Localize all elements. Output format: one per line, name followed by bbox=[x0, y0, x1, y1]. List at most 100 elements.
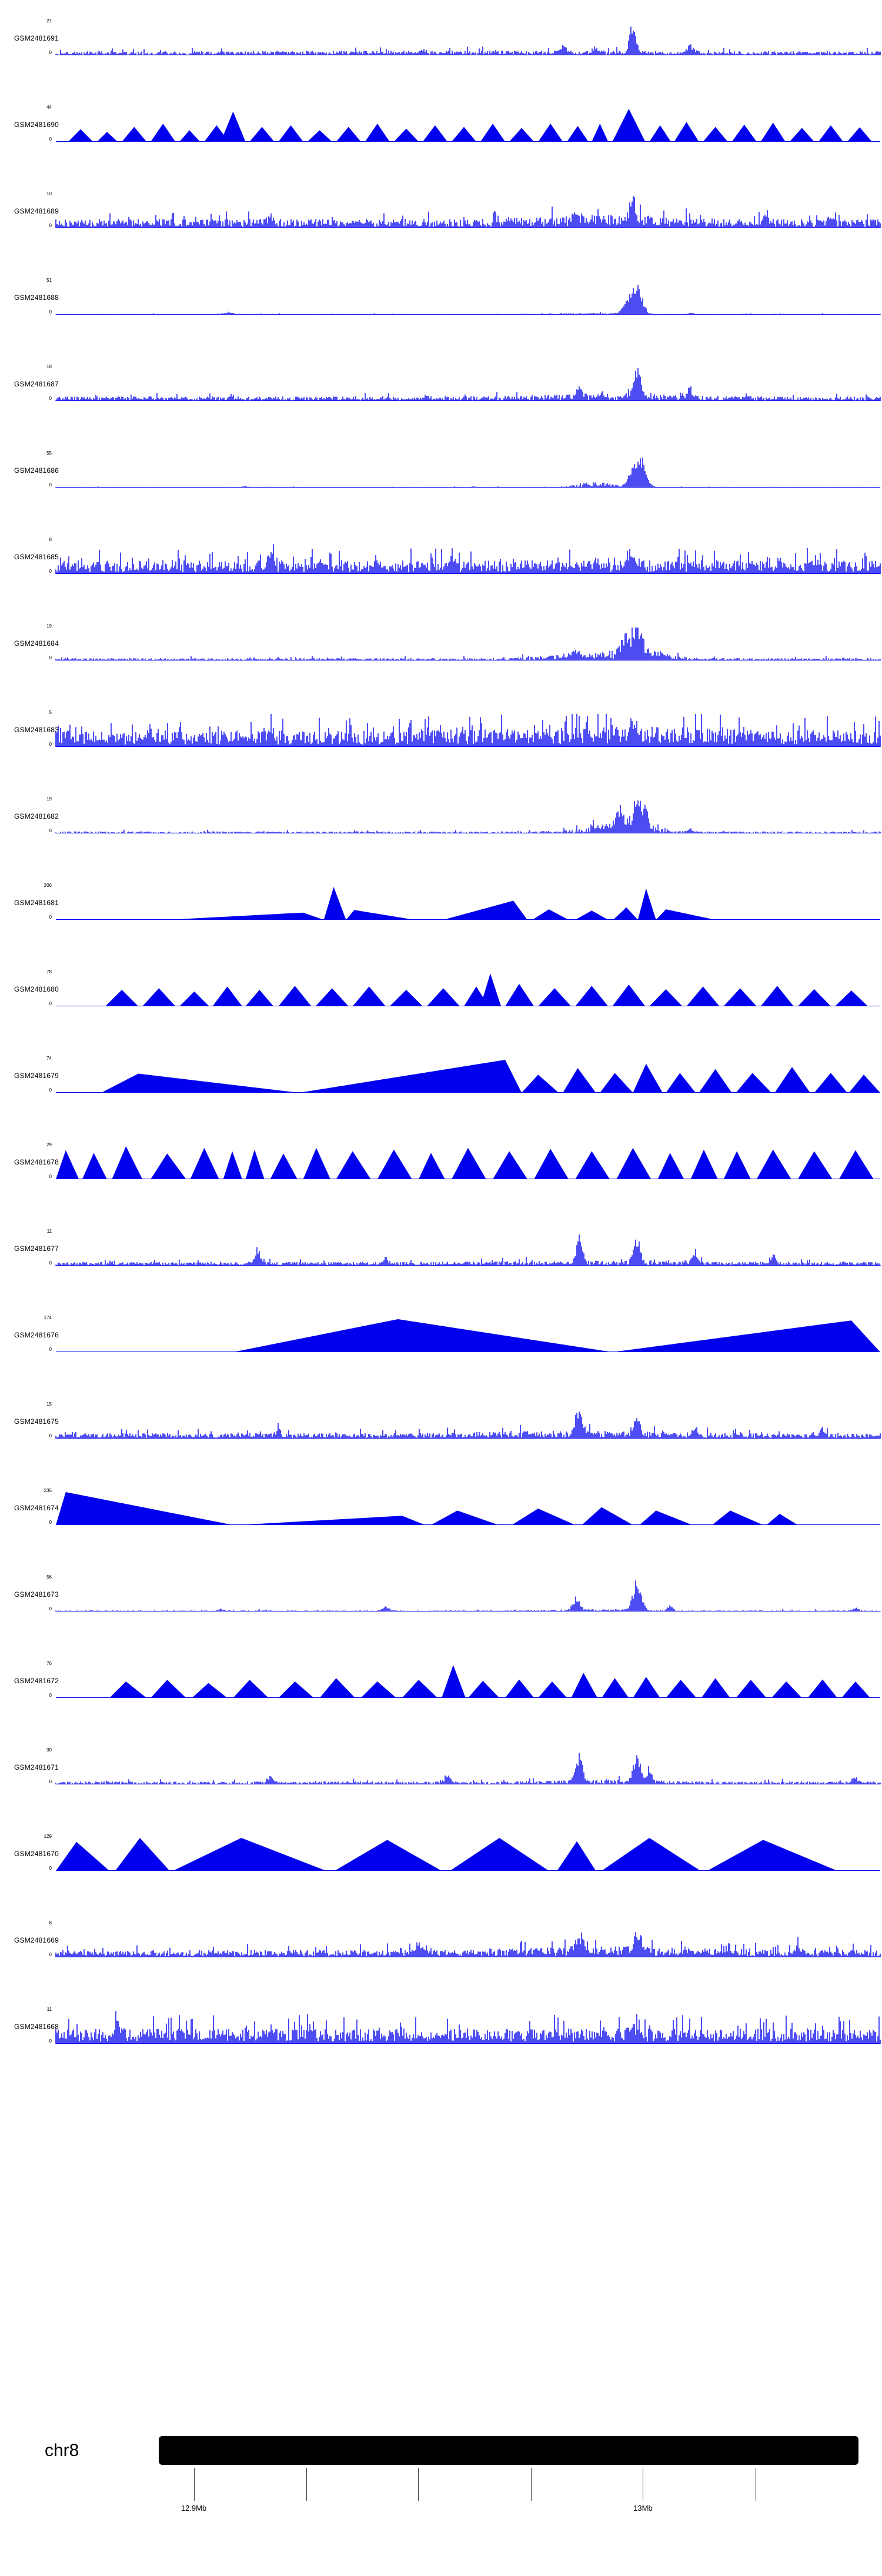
track-sample-label: GSM2481672 bbox=[14, 1677, 59, 1685]
signal-plot bbox=[55, 544, 881, 574]
y-axis-zero-label: 0 bbox=[49, 1001, 52, 1006]
axis-tick bbox=[193, 2468, 195, 2501]
signal-plot bbox=[56, 1146, 880, 1179]
axis-tick-label: 12.9Mb bbox=[181, 2504, 207, 2512]
y-axis-max-label: 8 bbox=[49, 1920, 52, 1926]
y-axis-zero-label: 0 bbox=[49, 1087, 52, 1093]
y-axis-max-label: 78 bbox=[46, 969, 52, 975]
track-row: GSM2481680 78 0 bbox=[0, 967, 882, 1054]
y-axis-max-label: 11 bbox=[46, 1229, 52, 1234]
track-row: GSM2481691 27 0 bbox=[0, 16, 882, 103]
chromosome-label: chr8 bbox=[45, 2441, 79, 2460]
signal-plot bbox=[55, 457, 881, 488]
track-row: GSM2481688 51 0 bbox=[0, 276, 882, 362]
y-axis-zero-label: 0 bbox=[49, 1260, 52, 1266]
track-row: GSM2481669 8 0 bbox=[0, 1918, 882, 2005]
y-axis-max-label: 10 bbox=[46, 191, 52, 196]
track-sample-label: GSM2481674 bbox=[14, 1504, 59, 1512]
signal-plot bbox=[55, 1412, 881, 1439]
y-axis-max-label: 19 bbox=[46, 796, 52, 802]
y-axis-max-label: 15 bbox=[46, 1402, 52, 1407]
track-row: GSM2481668 11 0 bbox=[0, 2005, 882, 2091]
y-axis-zero-label: 0 bbox=[49, 223, 52, 228]
y-axis-max-label: 235 bbox=[44, 1488, 52, 1493]
y-axis-zero-label: 0 bbox=[49, 1606, 52, 1611]
track-sample-label: GSM2481690 bbox=[14, 121, 59, 129]
y-axis-max-label: 29 bbox=[46, 1142, 52, 1147]
signal-plot bbox=[55, 628, 881, 660]
signal-plot bbox=[55, 1580, 881, 1611]
signal-plot bbox=[55, 800, 881, 833]
axis-tick-label: 13Mb bbox=[633, 2504, 653, 2512]
signal-plot bbox=[56, 1492, 880, 1525]
track-sample-label: GSM2481686 bbox=[14, 466, 59, 475]
track-sample-label: GSM2481679 bbox=[14, 1072, 59, 1080]
y-axis-zero-label: 0 bbox=[49, 1693, 52, 1698]
track-sample-label: GSM2481687 bbox=[14, 380, 59, 388]
track-row: GSM2481684 19 0 bbox=[0, 622, 882, 708]
track-sample-label: GSM2481668 bbox=[14, 2023, 59, 2031]
y-axis-zero-label: 0 bbox=[49, 655, 52, 660]
track-row: GSM2481685 8 0 bbox=[0, 535, 882, 622]
y-axis-zero-label: 0 bbox=[49, 1433, 52, 1439]
track-sample-label: GSM2481688 bbox=[14, 293, 59, 302]
signal-plot bbox=[55, 285, 881, 315]
y-axis-zero-label: 0 bbox=[49, 1174, 52, 1179]
track-row: GSM2481686 55 0 bbox=[0, 449, 882, 535]
track-row: GSM2481674 235 0 bbox=[0, 1486, 882, 1573]
track-sample-label: GSM2481671 bbox=[14, 1763, 59, 1771]
y-axis-max-label: 5 bbox=[49, 710, 52, 715]
track-sample-label: GSM2481684 bbox=[14, 639, 59, 648]
signal-plot bbox=[55, 2011, 881, 2044]
y-axis-max-label: 76 bbox=[46, 1661, 52, 1666]
y-axis-zero-label: 0 bbox=[49, 1866, 52, 1871]
y-axis-max-label: 129 bbox=[44, 1834, 52, 1839]
signal-plot bbox=[55, 1234, 881, 1266]
track-sample-label: GSM2481675 bbox=[14, 1417, 59, 1426]
y-axis-max-label: 18 bbox=[46, 364, 52, 369]
signal-plot bbox=[56, 109, 880, 142]
signal-plot bbox=[55, 196, 881, 228]
track-sample-label: GSM2481682 bbox=[14, 812, 59, 820]
track-sample-label: GSM2481691 bbox=[14, 34, 59, 42]
y-axis-zero-label: 0 bbox=[49, 482, 52, 488]
y-axis-max-label: 19 bbox=[46, 623, 52, 629]
y-axis-zero-label: 0 bbox=[49, 136, 52, 142]
genomic-axis: 12.9Mb 13Mb bbox=[159, 2465, 858, 2530]
track-sample-label: GSM2481689 bbox=[14, 207, 59, 215]
y-axis-max-label: 8 bbox=[49, 537, 52, 542]
signal-plot bbox=[55, 1932, 881, 1957]
axis-tick bbox=[306, 2468, 308, 2501]
track-row: GSM2481671 30 0 bbox=[0, 1746, 882, 1832]
y-axis-zero-label: 0 bbox=[49, 828, 52, 833]
track-sample-label: GSM2481680 bbox=[14, 985, 59, 993]
y-axis-zero-label: 0 bbox=[49, 309, 52, 315]
axis-tick bbox=[418, 2468, 419, 2501]
signal-plot bbox=[56, 1838, 880, 1871]
chromosome-ideogram bbox=[159, 2436, 858, 2465]
y-axis-max-label: 174 bbox=[44, 1315, 52, 1320]
y-axis-max-label: 206 bbox=[44, 883, 52, 888]
track-row: GSM2481677 11 0 bbox=[0, 1227, 882, 1313]
y-axis-max-label: 11 bbox=[46, 2007, 52, 2012]
track-row: GSM2481683 5 0 bbox=[0, 708, 882, 795]
signal-plot bbox=[56, 1060, 881, 1093]
signal-plot bbox=[56, 887, 880, 920]
y-axis-zero-label: 0 bbox=[49, 915, 52, 920]
y-axis-max-label: 74 bbox=[46, 1056, 52, 1061]
signal-plot bbox=[55, 1753, 881, 1784]
track-sample-label: GSM2481673 bbox=[14, 1590, 59, 1599]
y-axis-zero-label: 0 bbox=[49, 742, 52, 747]
signal-plot bbox=[56, 973, 880, 1006]
y-axis-zero-label: 0 bbox=[49, 1952, 52, 1957]
y-axis-max-label: 55 bbox=[46, 451, 52, 456]
track-row: GSM2481676 174 0 bbox=[0, 1313, 882, 1400]
signal-plot bbox=[56, 1319, 880, 1352]
track-row: GSM2481678 29 0 bbox=[0, 1140, 882, 1227]
track-row: GSM2481670 129 0 bbox=[0, 1832, 882, 1918]
track-sample-label: GSM2481683 bbox=[14, 726, 59, 734]
y-axis-zero-label: 0 bbox=[49, 50, 52, 55]
y-axis-zero-label: 0 bbox=[49, 569, 52, 574]
track-row: GSM2481679 74 0 bbox=[0, 1054, 882, 1140]
